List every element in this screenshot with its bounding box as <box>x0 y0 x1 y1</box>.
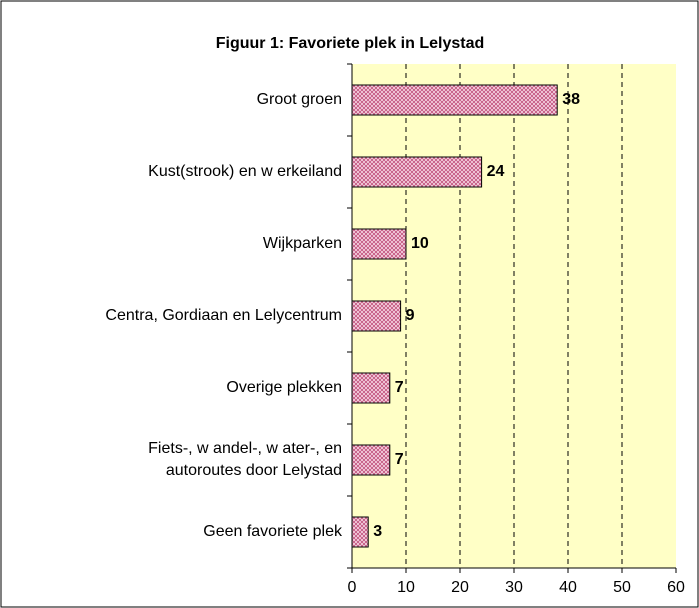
bar <box>351 444 391 476</box>
value-label: 24 <box>487 163 505 180</box>
y-tick-label: Geen favoriete plek <box>203 523 343 540</box>
value-label: 3 <box>373 523 382 540</box>
x-tick-label: 20 <box>451 579 469 596</box>
x-tick-label: 60 <box>667 579 685 596</box>
x-tick-label: 40 <box>559 579 577 596</box>
y-tick-label: Wijkparken <box>263 235 342 252</box>
y-tick-label: Kust(strook) en w erkeiland <box>148 163 342 180</box>
value-label: 38 <box>562 91 580 108</box>
x-tick-label: 10 <box>397 579 415 596</box>
x-tick-label: 50 <box>613 579 631 596</box>
bar <box>351 516 369 548</box>
bar <box>351 372 391 404</box>
x-tick-label: 30 <box>505 579 523 596</box>
y-tick-label: Overige plekken <box>226 379 342 396</box>
y-tick-label: Groot groen <box>257 91 342 108</box>
y-tick-label: Centra, Gordiaan en Lelycentrum <box>105 307 342 324</box>
chart-title: Figuur 1: Favoriete plek in Lelystad <box>216 35 485 52</box>
value-label: 7 <box>395 379 404 396</box>
bar <box>351 300 402 332</box>
value-label: 7 <box>395 451 404 468</box>
bar <box>351 156 483 188</box>
bar <box>351 84 558 116</box>
value-label: 10 <box>411 235 429 252</box>
value-label: 9 <box>406 307 415 324</box>
y-tick-label: Fiets-, w andel-, w ater-, en autoroutes … <box>148 440 342 479</box>
bar <box>351 228 407 260</box>
x-tick-label: 0 <box>348 579 357 596</box>
